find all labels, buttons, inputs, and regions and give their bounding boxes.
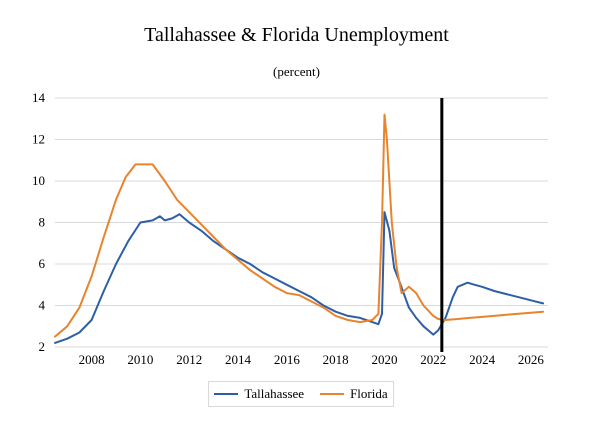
y-tick-label: 6 [39,256,46,271]
series-line-tallahassee [54,211,545,344]
y-tick-label: 2 [39,339,46,354]
gridlines [55,97,548,348]
x-tick-label: 2012 [176,352,202,367]
y-axis-ticks: 2 4 6 8 10 12 14 [32,90,46,354]
legend-item-florida: Florida [320,386,388,402]
y-tick-label: 10 [32,173,45,188]
x-tick-label: 2020 [371,352,397,367]
series-lines [54,113,545,344]
x-tick-label: 2018 [323,352,349,367]
legend: Tallahassee Florida [208,381,394,407]
x-tick-label: 2014 [225,352,252,367]
legend-swatch-tallahassee [214,393,239,395]
x-tick-label: 2024 [469,352,496,367]
legend-item-tallahassee: Tallahassee [214,386,304,402]
x-tick-label: 2022 [420,352,446,367]
chart-title: Tallahassee & Florida Unemployment [144,24,449,46]
legend-label-tallahassee: Tallahassee [244,386,305,401]
x-tick-label: 2010 [127,352,153,367]
y-tick-label: 12 [32,132,45,147]
x-axis-ticks: 2008 2010 2012 2014 2016 2018 2020 2022 2024 2026 [79,352,545,367]
x-tick-label: 2016 [274,352,301,367]
chart-subtitle: (percent) [273,64,320,79]
y-tick-label: 4 [39,298,46,313]
x-tick-label: 2008 [79,352,105,367]
legend-swatch-florida [320,393,345,395]
series-line-florida [54,113,545,338]
y-tick-label: 8 [39,215,46,230]
x-tick-label: 2026 [518,352,545,367]
y-tick-label: 14 [32,90,46,105]
legend-label-florida: Florida [350,386,388,401]
